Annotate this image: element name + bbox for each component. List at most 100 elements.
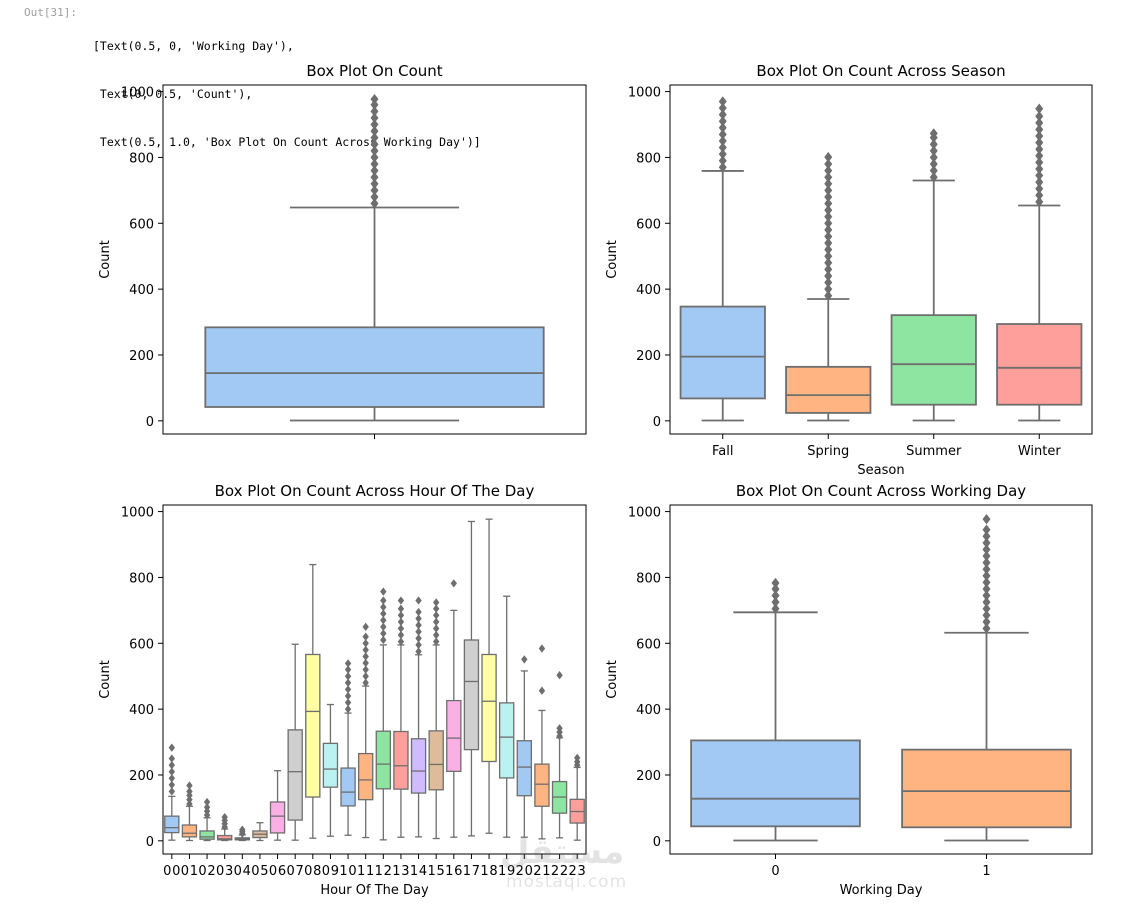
box-09 [322,703,339,837]
outlier-point [824,257,833,268]
outlier-point [982,610,991,621]
output-line-3: Text(0.5, 1.0, 'Box Plot On Count Across… [93,135,481,149]
x-axis-label: Season [857,463,904,478]
outlier-point [370,171,379,183]
y-tick-label: 800 [636,571,661,586]
box-all [204,93,545,422]
outlier-point [397,624,405,633]
outlier-point [1035,150,1044,161]
outlier-point [344,678,352,687]
outlier-point [380,622,387,631]
outlier-point [380,635,387,645]
outlier-point [168,754,176,763]
box-17 [463,520,480,837]
y-tick-label: 800 [636,151,661,166]
outlier-point [344,704,352,714]
outlier-point [186,799,193,809]
outlier-point [168,760,176,770]
outlier-point [718,96,727,107]
outlier-point [824,178,833,189]
box-body [204,326,545,408]
outlier-point [203,803,211,812]
outlier-point [380,587,387,596]
outlier-point [824,171,833,183]
box-23 [569,753,585,841]
watermark-english: mostaqi.com [506,872,628,892]
y-axis-label: Count [605,660,620,699]
x-tick-label: 15 [428,864,445,879]
outlier-point [1035,196,1044,208]
outlier-point [771,583,780,595]
box-Fall [679,96,766,422]
outlier-point [415,634,422,643]
outlier-point [1035,111,1044,122]
x-tick-label: 01 [181,864,198,879]
box-11 [357,622,374,839]
outlier-point [824,251,833,262]
x-tick-label: 10 [339,864,356,879]
outlier-point [362,639,369,648]
x-tick-label: 02 [198,864,215,879]
outlier-point [370,139,379,150]
outlier-point [538,686,546,695]
outlier-point [1035,176,1044,188]
outlier-point [370,93,379,105]
outlier-point [344,659,352,668]
x-tick-label: 12 [375,864,392,879]
outlier-point [362,632,369,641]
box-10 [340,659,356,836]
box-Winter [996,103,1083,422]
box-14 [410,596,427,838]
outlier-point [824,185,833,196]
outlier-point [186,795,193,804]
outlier-point [556,724,563,733]
box-body [305,653,321,798]
outlier-point [982,524,991,535]
x-tick-label: 19 [498,864,515,879]
x-tick-label: 05 [251,864,268,879]
box-body [690,739,861,828]
box-body [463,639,480,751]
outlier-point [824,151,833,163]
y-tick-label: 200 [129,349,154,364]
outlier-point [370,106,379,117]
outlier-point [929,158,938,170]
outlier-point [982,623,991,634]
outlier-point [824,290,833,301]
outlier-point [432,624,440,633]
x-tick-label: Winter [1018,444,1062,459]
outlier-point [824,277,833,288]
y-tick-label: 600 [636,217,661,232]
outlier-point [1035,130,1044,142]
outlier-point [718,162,727,173]
outlier-point [718,135,727,147]
outlier-point [370,152,379,163]
box-08 [305,563,321,839]
box-0 [690,577,861,842]
outlier-point [344,665,352,674]
outlier-point [370,112,379,124]
box-body [375,730,392,790]
outlier-point [203,797,211,807]
outlier-point [168,767,176,776]
y-axis-label: Count [98,660,113,699]
outlier-point [344,691,352,701]
outlier-point [362,645,369,655]
outlier-point [380,629,387,638]
x-tick-label: 1 [982,864,990,879]
y-tick-label: 1000 [121,506,154,521]
chart-title: Box Plot On Count Across Season [756,62,1005,80]
x-tick-label: 23 [569,864,586,879]
y-tick-label: 600 [129,637,154,652]
x-tick-label: 07 [287,864,304,879]
outlier-point [362,658,369,668]
x-tick-label: 14 [410,864,427,879]
y-tick-label: 400 [129,283,154,298]
box-21 [534,644,550,840]
outlier-point [1035,183,1044,194]
outlier-point [1035,124,1044,135]
outlier-point [982,603,991,614]
y-tick-label: 0 [146,415,154,430]
outlier-point [380,616,387,625]
